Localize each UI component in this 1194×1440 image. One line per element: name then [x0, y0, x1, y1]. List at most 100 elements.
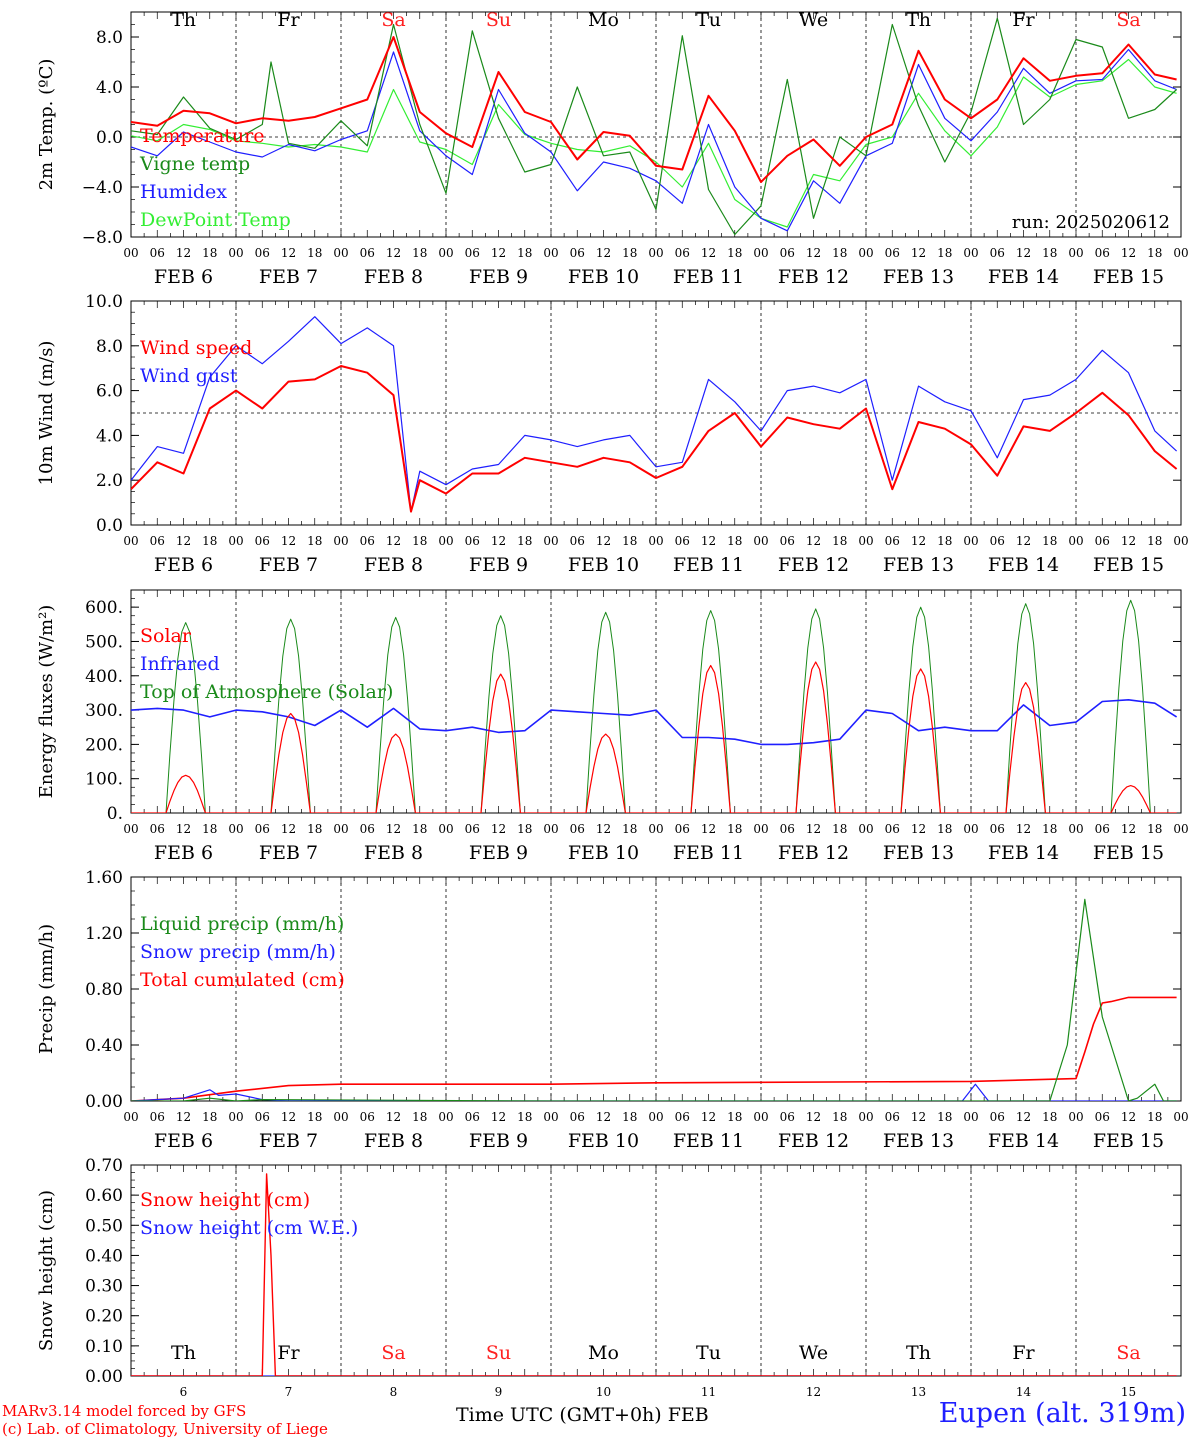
- hour-tick-label: 12: [1016, 534, 1031, 548]
- hour-tick-label: 18: [202, 1110, 217, 1124]
- y-tick-label: 0.30: [85, 1277, 123, 1297]
- hour-tick-label: 12: [491, 1110, 506, 1124]
- hour-tick-label: 18: [727, 246, 742, 260]
- y-tick-label: 600.: [85, 598, 123, 618]
- hour-tick-label: 00: [543, 534, 558, 548]
- hour-tick-label: 18: [412, 822, 427, 836]
- hour-tick-label: 12: [1121, 246, 1136, 260]
- hour-tick-label: 00: [858, 822, 873, 836]
- series-line-humidex: [131, 48, 1177, 232]
- legend-entry: Infrared: [140, 653, 220, 675]
- weekday-label: Mo: [588, 9, 619, 31]
- hour-tick-label: 06: [465, 246, 480, 260]
- day-number-label: 10: [596, 1385, 611, 1399]
- y-tick-label: 8.0: [96, 28, 123, 48]
- date-label: FEB 8: [364, 266, 423, 288]
- hour-tick-label: 00: [228, 1110, 243, 1124]
- energy-ylabel: Energy fluxes (W/m²): [36, 605, 57, 799]
- hour-tick-label: 00: [648, 246, 663, 260]
- hour-tick-label: 18: [1042, 822, 1057, 836]
- legend-entry: DewPoint Temp: [140, 209, 291, 231]
- hour-tick-label: 00: [963, 1110, 978, 1124]
- hour-tick-label: 06: [990, 534, 1005, 548]
- date-label: FEB 12: [778, 842, 849, 864]
- series-line-liquid-precip-mm-h: [131, 898, 1177, 1101]
- legend-entry: Temperature: [140, 125, 264, 147]
- hour-tick-label: 18: [622, 1110, 637, 1124]
- y-tick-label: 2.0: [96, 471, 123, 491]
- hour-tick-label: 12: [386, 1110, 401, 1124]
- hour-tick-label: 00: [228, 534, 243, 548]
- date-label: FEB 14: [988, 1130, 1059, 1152]
- hour-tick-label: 06: [570, 534, 585, 548]
- date-label: FEB 15: [1093, 554, 1164, 576]
- hour-tick-label: 18: [1147, 246, 1162, 260]
- hour-tick-label: 12: [281, 534, 296, 548]
- series-line-dewpoint-temp: [131, 58, 1177, 228]
- series-line-wind-gust: [131, 316, 1178, 513]
- hour-tick-label: 12: [806, 534, 821, 548]
- date-label: FEB 9: [469, 1130, 528, 1152]
- hour-tick-label: 18: [307, 1110, 322, 1124]
- hour-tick-label: 00: [963, 246, 978, 260]
- snow-panel: 0.00 0.10 0.20 0.30 0.40 0.50 0.60 0.70 Snow hei…: [36, 1156, 1182, 1399]
- hour-tick-label: 18: [1147, 534, 1162, 548]
- hour-tick-label: 00: [1173, 1110, 1188, 1124]
- hour-tick-label: 06: [360, 822, 375, 836]
- hour-tick-label: 18: [832, 534, 847, 548]
- hour-tick-label: 00: [438, 822, 453, 836]
- weekday-label: Sa: [381, 1342, 405, 1364]
- day-number-label: 7: [285, 1385, 293, 1399]
- hour-tick-label: 06: [780, 822, 795, 836]
- hour-tick-label: 00: [123, 534, 138, 548]
- hour-tick-label: 00: [333, 822, 348, 836]
- hour-tick-label: 00: [963, 534, 978, 548]
- y-tick-label: 0.00: [85, 1367, 123, 1387]
- day-number-label: 11: [701, 1385, 716, 1399]
- hour-tick-label: 00: [228, 822, 243, 836]
- date-label: FEB 14: [988, 554, 1059, 576]
- energy-series-group: [131, 599, 1178, 813]
- y-tick-label: 0.00: [85, 1092, 123, 1112]
- date-label: FEB 6: [154, 554, 213, 576]
- legend-entry: Wind speed: [140, 337, 252, 359]
- series-line-wind-speed: [131, 365, 1178, 513]
- hour-tick-label: 18: [517, 534, 532, 548]
- temperature-series-group: [131, 17, 1178, 236]
- hour-tick-label: 12: [491, 822, 506, 836]
- hour-tick-label: 06: [360, 1110, 375, 1124]
- hour-tick-label: 12: [176, 534, 191, 548]
- day-number-label: 14: [1016, 1385, 1032, 1399]
- hour-tick-label: 18: [832, 1110, 847, 1124]
- hour-tick-label: 18: [202, 822, 217, 836]
- hour-tick-label: 00: [438, 246, 453, 260]
- hour-tick-label: 12: [806, 1110, 821, 1124]
- hour-tick-label: 12: [806, 822, 821, 836]
- date-label: FEB 10: [568, 842, 639, 864]
- hour-tick-label: 00: [333, 246, 348, 260]
- time-axis-label: Time UTC (GMT+0h): [456, 1404, 662, 1426]
- date-label: FEB 13: [883, 266, 954, 288]
- hour-tick-label: 12: [596, 534, 611, 548]
- date-label: FEB 8: [364, 554, 423, 576]
- legend-entry: Snow height (cm W.E.): [140, 1217, 358, 1239]
- date-label: FEB 13: [883, 554, 954, 576]
- weekday-label: Th: [906, 1342, 931, 1364]
- hour-tick-label: 06: [780, 534, 795, 548]
- hour-tick-label: 18: [727, 534, 742, 548]
- hour-tick-label: 18: [202, 246, 217, 260]
- hour-tick-label: 06: [360, 246, 375, 260]
- hour-tick-label: 00: [123, 246, 138, 260]
- hour-tick-label: 06: [465, 1110, 480, 1124]
- hour-tick-label: 12: [596, 246, 611, 260]
- day-number-label: 13: [911, 1385, 926, 1399]
- hour-tick-label: 06: [255, 1110, 270, 1124]
- hour-tick-label: 00: [648, 1110, 663, 1124]
- hour-tick-label: 18: [832, 246, 847, 260]
- energy-panel: 0. 100. 200. 300. 400. 500. 600. Energy fluxes …: [36, 589, 1189, 864]
- hour-tick-label: 18: [1042, 246, 1057, 260]
- y-tick-label: 0.0: [96, 516, 123, 536]
- y-tick-label: 0.40: [85, 1246, 123, 1266]
- weekday-label: We: [799, 1342, 828, 1364]
- y-tick-label: 500.: [85, 632, 123, 652]
